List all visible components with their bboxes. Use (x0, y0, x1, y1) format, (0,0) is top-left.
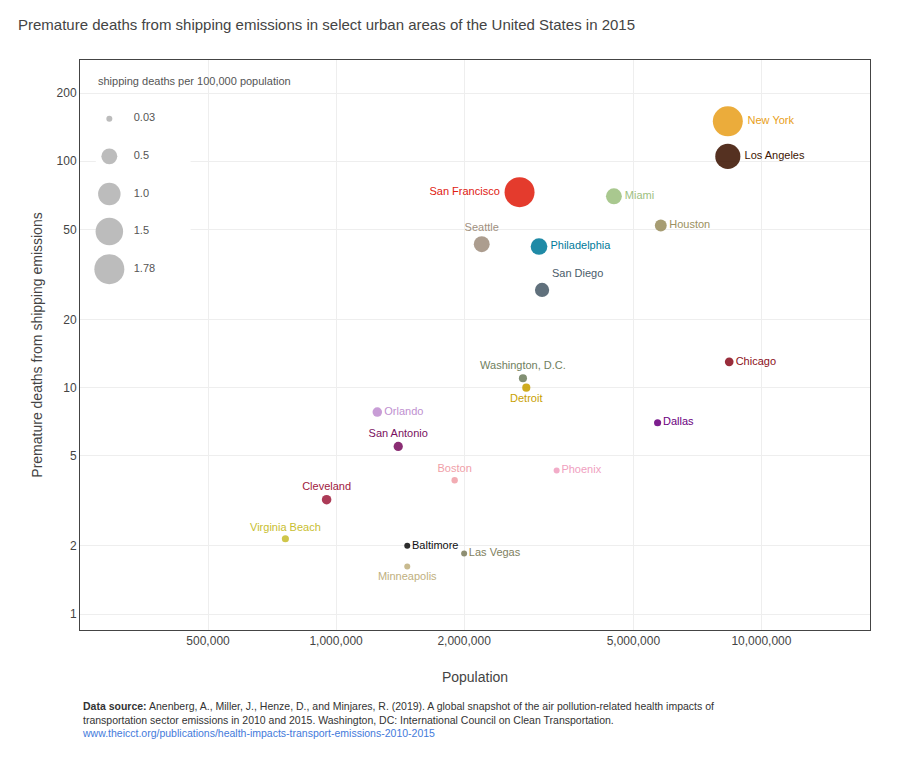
svg-text:Los Angeles: Los Angeles (745, 149, 805, 161)
svg-text:10: 10 (63, 381, 77, 395)
svg-text:Seattle: Seattle (465, 221, 499, 233)
svg-text:Premature deaths from shipping: Premature deaths from shipping emissions (29, 212, 45, 477)
svg-text:Detroit: Detroit (510, 392, 542, 404)
svg-text:Premature deaths from shipping: Premature deaths from shipping emissions… (18, 16, 635, 33)
svg-text:2,000,000: 2,000,000 (437, 634, 491, 648)
svg-text:Dallas: Dallas (663, 415, 694, 427)
svg-text:2: 2 (70, 539, 77, 553)
svg-text:50: 50 (63, 223, 77, 237)
svg-text:5: 5 (70, 449, 77, 463)
svg-text:1.0: 1.0 (134, 187, 149, 199)
svg-text:Baltimore: Baltimore (412, 539, 458, 551)
svg-text:Cleveland: Cleveland (302, 480, 351, 492)
svg-text:10,000,000: 10,000,000 (731, 634, 791, 648)
svg-text:San Francisco: San Francisco (429, 185, 499, 197)
svg-text:0.03: 0.03 (134, 111, 155, 123)
svg-text:Phoenix: Phoenix (561, 463, 601, 475)
svg-text:Minneapolis: Minneapolis (378, 570, 437, 582)
svg-text:Miami: Miami (625, 189, 654, 201)
svg-text:Data source: Anenberg, A., Mil: Data source: Anenberg, A., Miller, J., H… (82, 700, 714, 739)
svg-text:New York: New York (748, 114, 795, 126)
svg-text:1.5: 1.5 (134, 224, 149, 236)
svg-text:Boston: Boston (438, 462, 472, 474)
svg-text:San Antonio: San Antonio (369, 427, 428, 439)
svg-text:1: 1 (70, 607, 77, 621)
svg-text:20: 20 (63, 313, 77, 327)
svg-text:Houston: Houston (669, 218, 710, 230)
svg-text:Philadelphia: Philadelphia (550, 239, 611, 251)
svg-text:Las Vegas: Las Vegas (469, 546, 521, 558)
svg-text:1.78: 1.78 (134, 262, 155, 274)
svg-text:San Diego: San Diego (552, 267, 603, 279)
svg-text:200: 200 (57, 86, 77, 100)
svg-text:100: 100 (57, 154, 77, 168)
svg-text:Virginia Beach: Virginia Beach (250, 521, 321, 533)
svg-text:Population: Population (442, 669, 508, 685)
svg-text:0.5: 0.5 (134, 149, 149, 161)
svg-text:5,000,000: 5,000,000 (607, 634, 661, 648)
svg-text:Chicago: Chicago (736, 355, 776, 367)
svg-text:Washington, D.C.: Washington, D.C. (480, 359, 566, 371)
svg-text:Orlando: Orlando (384, 405, 423, 417)
svg-text:1,000,000: 1,000,000 (309, 634, 363, 648)
svg-text:500,000: 500,000 (186, 634, 230, 648)
svg-text:shipping deaths per 100,000 po: shipping deaths per 100,000 population (98, 75, 291, 87)
